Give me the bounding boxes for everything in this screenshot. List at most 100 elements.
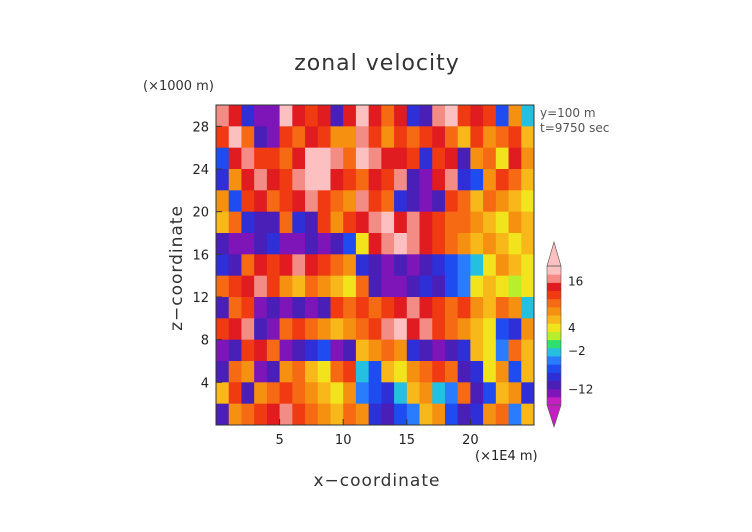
heatmap-cell — [228, 126, 243, 149]
heatmap-cell — [521, 275, 534, 298]
heatmap-cell — [355, 254, 370, 277]
heatmap-cell — [457, 169, 471, 191]
heatmap-cell — [228, 297, 243, 319]
heatmap-cell — [470, 211, 484, 234]
heatmap-cell — [292, 190, 306, 213]
heatmap-cell — [228, 147, 243, 170]
heatmap-cell — [444, 339, 459, 362]
heatmap-cell — [241, 382, 255, 405]
heatmap-cell — [279, 105, 293, 127]
heatmap-cell — [406, 233, 421, 255]
heatmap-cell — [521, 190, 534, 213]
heatmap-cell — [457, 361, 471, 383]
heatmap-cell — [279, 297, 293, 319]
heatmap-cell — [279, 233, 293, 255]
heatmap-cell — [381, 147, 395, 170]
heatmap-cell — [483, 233, 497, 255]
heatmap-cell — [444, 254, 459, 277]
heatmap-cell — [317, 233, 332, 255]
heatmap-cell — [279, 318, 293, 341]
heatmap-cell — [368, 275, 382, 298]
heatmap-cell — [521, 147, 534, 170]
heatmap-cell — [292, 275, 306, 298]
heatmap-cell — [305, 233, 319, 255]
heatmap-cell — [406, 126, 421, 149]
heatmap-cell — [343, 190, 357, 213]
heatmap-cell — [368, 318, 382, 341]
heatmap-cell — [305, 126, 319, 149]
heatmap-cell — [368, 382, 382, 405]
heatmap-cell — [394, 297, 408, 319]
x-axis-ticks: 5 10 15 20 — [275, 419, 479, 448]
heatmap-cell — [521, 361, 534, 383]
heatmap-cell — [432, 190, 446, 213]
heatmap-cell — [343, 254, 357, 277]
heatmap-cell — [457, 297, 471, 319]
heatmap-cell — [495, 190, 510, 213]
heatmap-cell — [292, 105, 306, 127]
colorbar-segment — [547, 339, 561, 349]
heatmap-cell — [470, 339, 484, 362]
heatmap-cell — [483, 147, 497, 170]
colorbar-tick-label: 4 — [568, 321, 576, 335]
heatmap-cell — [419, 147, 433, 170]
heatmap-cell — [419, 211, 433, 234]
heatmap-cell — [406, 361, 421, 383]
heatmap-cell — [305, 190, 319, 213]
heatmap-cell — [432, 297, 446, 319]
heatmap-cell — [432, 254, 446, 277]
heatmap-cell — [419, 275, 433, 298]
heatmap-cell — [368, 233, 382, 255]
heatmap-cell — [305, 275, 319, 298]
heatmap-cell — [495, 403, 510, 425]
heatmap-cell — [266, 126, 281, 149]
colorbar-segment — [547, 380, 561, 390]
heatmap-cell — [216, 254, 230, 277]
heatmap-cell — [355, 169, 370, 191]
heatmap-cell — [216, 318, 230, 341]
heatmap-cell — [508, 382, 522, 405]
heatmap-cell — [305, 339, 319, 362]
heatmap-cell — [495, 275, 510, 298]
heatmap-cell — [521, 339, 534, 362]
heatmap-cell — [495, 126, 510, 149]
heatmap-cell — [521, 233, 534, 255]
heatmap-cell — [444, 233, 459, 255]
heatmap-cell — [292, 403, 306, 425]
heatmap-cell — [330, 211, 344, 234]
x-axis-title: x−coordinate — [314, 471, 441, 491]
heatmap-cell — [419, 105, 433, 127]
heatmap-cell — [266, 382, 281, 405]
heatmap-cell — [266, 190, 281, 213]
heatmap-cell — [394, 126, 408, 149]
colorbar-extend-max — [546, 240, 562, 267]
heatmap-cell — [432, 382, 446, 405]
colorbar-tick-label: −2 — [568, 344, 586, 358]
heatmap-cell — [292, 169, 306, 191]
heatmap-cell — [355, 147, 370, 170]
heatmap-cell — [406, 275, 421, 298]
heatmap-cell — [381, 275, 395, 298]
heatmap-cell — [254, 297, 268, 319]
x-tick-label: 5 — [275, 433, 283, 448]
heatmap-cell — [470, 147, 484, 170]
heatmap-cell — [216, 147, 230, 170]
heatmap-cell — [457, 233, 471, 255]
heatmap-cell — [279, 339, 293, 362]
y-tick-label: 8 — [201, 334, 209, 349]
x-unit-label: (×1E4 m) — [475, 449, 538, 464]
heatmap-cell — [317, 339, 332, 362]
heatmap-cell — [330, 105, 344, 127]
heatmap-cell — [266, 403, 281, 425]
heatmap-cell — [406, 403, 421, 425]
heatmap-cell — [521, 318, 534, 341]
heatmap-cell — [508, 275, 522, 298]
plot-area — [215, 104, 535, 426]
heatmap-cell — [355, 297, 370, 319]
heatmap-cell — [368, 190, 382, 213]
heatmap-cell — [394, 403, 408, 425]
heatmap-cell — [317, 105, 332, 127]
heatmap-cell — [419, 403, 433, 425]
heatmap-cell — [228, 169, 243, 191]
heatmap-cell — [470, 169, 484, 191]
